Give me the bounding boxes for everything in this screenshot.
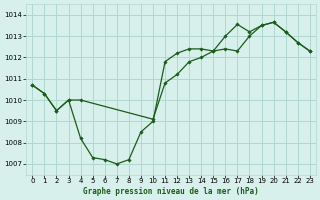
X-axis label: Graphe pression niveau de la mer (hPa): Graphe pression niveau de la mer (hPa) [83,187,259,196]
